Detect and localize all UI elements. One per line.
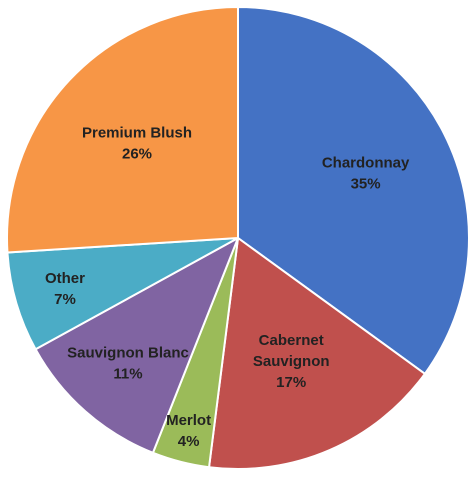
pie-category-label: Cabernet (259, 332, 324, 349)
pie-label-merlot: Merlot 4% (166, 412, 211, 450)
pie-slices (6, 6, 469, 470)
pie-category-label: Premium Blush (82, 125, 192, 142)
pie-category-label: Chardonnay (322, 155, 410, 172)
pie-value-label: 17% (276, 374, 306, 391)
pie-labels: Chardonnay 35% Cabernet Sauvignon 17% Merlot 4… (45, 125, 410, 450)
pie-slice-other (6, 237, 239, 351)
pie-value-label: 35% (351, 176, 381, 193)
pie-slice-chardonnay (237, 6, 469, 375)
pie-slice-cabernet-sauvignon (208, 237, 426, 470)
pie-value-label: 4% (178, 433, 200, 450)
pie-value-label: 7% (54, 291, 76, 308)
pie-label-cabernet-sauvignon: Cabernet Sauvignon 17% (253, 332, 330, 391)
pie-category-label: Merlot (166, 412, 211, 429)
pie-value-label: 11% (113, 365, 142, 382)
pie-category-label: Sauvignon (253, 353, 330, 370)
pie-category-label: Sauvignon Blanc (67, 344, 189, 361)
pie-label-sauvignon-blanc: Sauvignon Blanc 11% (67, 344, 189, 382)
pie-slice-premium-blush (6, 6, 239, 254)
pie-label-chardonnay: Chardonnay 35% (322, 155, 410, 193)
pie-category-label: Other (45, 270, 85, 287)
pie-label-premium-blush: Premium Blush 26% (82, 125, 192, 163)
pie-label-other: Other 7% (45, 270, 85, 308)
pie-slice-sauvignon-blanc (34, 237, 239, 454)
pie-value-label: 26% (122, 146, 152, 163)
